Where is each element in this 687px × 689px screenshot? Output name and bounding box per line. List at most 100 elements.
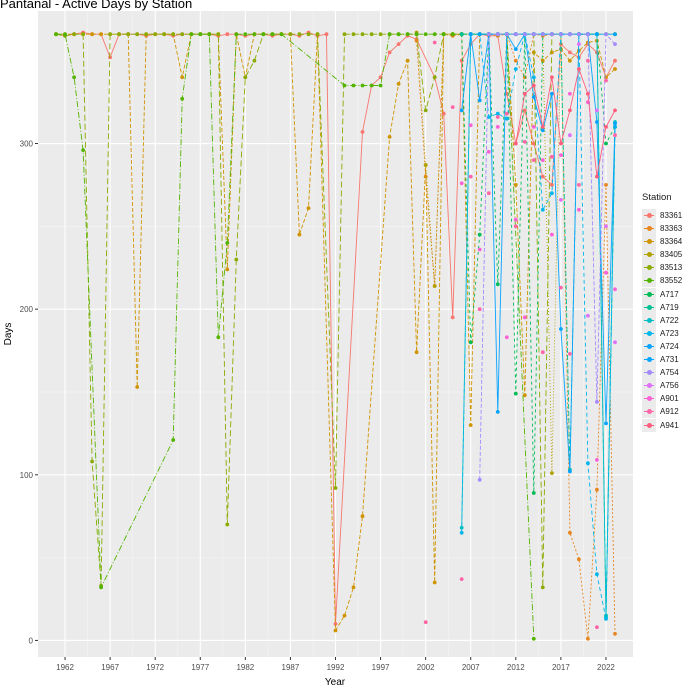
legend-point-A724 (647, 343, 652, 349)
data-point-83364 (135, 385, 140, 389)
data-point-83552 (81, 148, 85, 153)
x-tick-label: 2012 (507, 663, 525, 672)
legend-key-A731 (642, 353, 656, 367)
data-point-A912 (568, 352, 572, 356)
data-point-A756 (613, 340, 617, 345)
data-point-A723 (504, 116, 509, 121)
data-point-A941 (577, 67, 581, 71)
data-point-A756 (604, 224, 608, 229)
data-point-A901 (604, 270, 608, 275)
data-point-83361 (531, 141, 536, 146)
data-point-83513 (252, 58, 257, 63)
data-point-83361 (225, 32, 230, 37)
data-point-83552 (396, 32, 401, 37)
data-point-A754 (531, 32, 536, 37)
legend-key-83405 (642, 248, 656, 262)
data-point-83364 (414, 350, 419, 355)
legend-key-A717 (642, 287, 656, 301)
legend-point-A723 (647, 330, 652, 336)
data-point-A901 (550, 232, 554, 237)
y-axis: 0 100 200 300 (20, 140, 38, 645)
data-point-83552 (441, 32, 446, 37)
x-tick-label: 1992 (327, 663, 345, 672)
data-point-A724 (540, 128, 545, 133)
data-point-A731 (613, 32, 617, 37)
data-point-A941 (540, 125, 545, 129)
data-point-A756 (559, 197, 563, 202)
data-point-83552 (423, 32, 428, 37)
legend-item-A912: A912 (642, 405, 682, 419)
x-axis: 1962 1967 1972 1977 1982 1987 1992 1997 2002 2007… (56, 657, 615, 672)
data-point-A941 (531, 83, 536, 88)
legend-item-83361: 83361 (642, 209, 682, 222)
legend-key-A912 (642, 405, 656, 419)
x-tick-label: 2017 (552, 663, 570, 672)
data-point-A901 (468, 123, 473, 128)
data-point-83552 (243, 32, 248, 37)
data-point-A901 (513, 217, 518, 222)
data-point-A901 (595, 458, 599, 462)
legend-point-83513 (647, 265, 652, 271)
legend-point-A731 (647, 357, 652, 363)
data-point-A912 (486, 191, 491, 196)
data-point-83513 (369, 32, 374, 37)
x-tick-label: 1967 (101, 663, 119, 672)
legend-point-83552 (647, 278, 652, 284)
legend-point-A717 (647, 291, 652, 297)
series-A756 (559, 42, 617, 345)
data-point-A754 (513, 32, 518, 37)
legend-item-A941: A941 (642, 418, 682, 432)
data-point-A724 (531, 95, 536, 99)
y-tick-label: 0 (29, 636, 34, 645)
data-point-A717 (513, 391, 518, 396)
data-point-A912 (495, 115, 500, 119)
legend-key-A723 (642, 326, 656, 340)
data-point-83513 (333, 486, 338, 490)
data-point-83361 (396, 42, 401, 46)
legend-point-A941 (647, 422, 652, 428)
data-point-83552 (171, 438, 176, 442)
data-point-A754 (586, 32, 590, 37)
data-point-83552 (360, 83, 365, 88)
legend-label-83361: 83361 (660, 211, 683, 220)
legend-key-83361 (642, 209, 656, 222)
data-point-83364 (99, 32, 103, 37)
data-point-83552 (279, 32, 284, 37)
data-point-83364 (613, 67, 617, 71)
data-point-83405 (550, 471, 554, 475)
x-tick-label: 2022 (597, 663, 615, 672)
legend-point-A722 (647, 317, 652, 323)
data-point-A901 (477, 247, 482, 252)
data-point-83513 (315, 32, 320, 37)
series-A941 (513, 67, 617, 179)
data-point-A901 (495, 125, 500, 129)
data-point-A723 (486, 115, 491, 119)
y-axis-label: Days (3, 323, 14, 346)
data-point-83552 (369, 83, 374, 88)
data-point-83513 (540, 585, 545, 590)
legend-point-A901 (647, 396, 652, 402)
data-point-A724 (477, 98, 482, 103)
legend-point-A719 (647, 304, 652, 310)
data-point-A723 (540, 207, 545, 212)
data-point-A717 (495, 282, 500, 287)
series-line-A754 (479, 33, 616, 480)
legend-label-83552: 83552 (660, 276, 683, 286)
legend-key-A941 (642, 418, 656, 432)
data-point-A901 (577, 207, 581, 212)
data-point-83552 (198, 32, 203, 37)
data-point-A901 (531, 125, 536, 129)
data-point-83363 (513, 58, 518, 63)
data-point-83363 (595, 487, 599, 492)
data-point-A912 (559, 285, 563, 290)
data-point-A754 (595, 400, 599, 404)
data-point-83513 (432, 75, 437, 80)
legend-label-A717: A717 (660, 289, 679, 299)
data-point-A724 (613, 121, 617, 126)
data-point-A722 (459, 525, 464, 530)
data-point-83364 (351, 585, 356, 590)
data-point-83364 (387, 135, 392, 139)
data-point-83361 (577, 55, 581, 60)
legend-item-83552: 83552 (642, 274, 683, 288)
legend-label-83513: 83513 (660, 263, 683, 273)
